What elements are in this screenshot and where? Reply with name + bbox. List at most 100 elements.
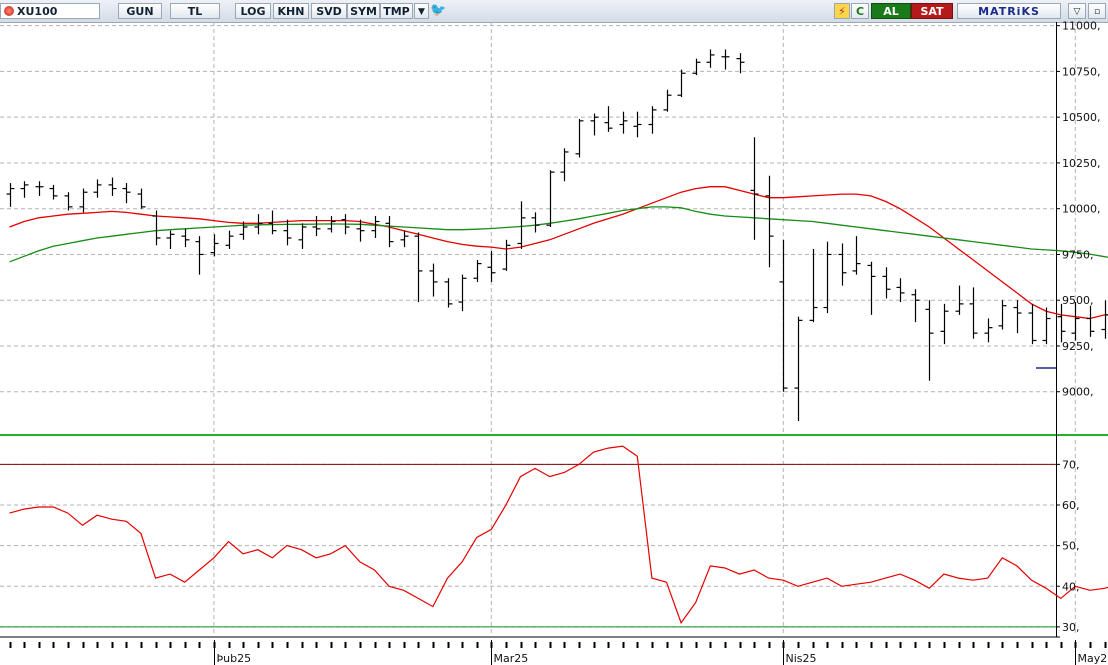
- ohlc-bar: [64, 192, 73, 211]
- moving-averages: [9, 186, 1108, 320]
- logo-icon: [4, 6, 14, 16]
- ohlc-bar: [648, 106, 657, 134]
- ohlc-bar: [341, 214, 350, 235]
- c-button[interactable]: C: [851, 3, 869, 19]
- ohlc-bar: [137, 188, 146, 209]
- indicator-tick-label: 70,: [1062, 458, 1080, 471]
- ohlc-bar: [444, 278, 453, 308]
- ohlc-bar: [268, 210, 277, 235]
- price-tick-label: 10500,: [1062, 111, 1101, 124]
- ohlc-bar: [546, 170, 555, 227]
- price-tick-label: 9750,: [1062, 248, 1094, 261]
- ohlc-bar: [736, 53, 745, 74]
- ohlc-bar: [940, 303, 949, 345]
- caret-down-icon[interactable]: ▼: [414, 3, 429, 19]
- ohlc-bar: [575, 119, 584, 158]
- ohlc-bar: [984, 318, 993, 343]
- ohlc-bar: [225, 230, 234, 249]
- ohlc-bar: [925, 300, 934, 381]
- ohlc-bar: [969, 287, 978, 339]
- restore-icon[interactable]: ▫: [1088, 3, 1106, 19]
- ohlc-bar: [633, 111, 642, 138]
- ohlc-bar: [1086, 305, 1095, 337]
- indicator-tick-label: 60,: [1062, 499, 1080, 512]
- ohlc-bar: [502, 239, 511, 271]
- price-grid: [0, 22, 1076, 432]
- ohlc-bar: [750, 137, 759, 240]
- ohlc-bar: [779, 239, 788, 392]
- ohlc-bar: [108, 177, 117, 196]
- ohlc-bar: [458, 274, 467, 312]
- ohlc-bar: [356, 219, 365, 242]
- price-tick-label: 10750,: [1062, 65, 1101, 78]
- flash-icon[interactable]: ⚡: [834, 3, 850, 19]
- ohlc-bar: [896, 278, 905, 303]
- price-tick-label: 9500,: [1062, 294, 1094, 307]
- ohlc-bar: [239, 221, 248, 240]
- indicator-series: [9, 445, 1108, 625]
- ohlc-bar: [560, 148, 569, 182]
- ohlc-bar: [1028, 303, 1037, 345]
- ohlc-bar: [327, 216, 336, 233]
- log-button[interactable]: LOG: [235, 3, 271, 19]
- ohlc-bar: [254, 214, 263, 235]
- ohlc-bar: [49, 184, 58, 200]
- ohlc-bar: [385, 216, 394, 248]
- svd-button[interactable]: SVD: [311, 3, 347, 19]
- toolbar: XU100 GUN TL LOG KHN SVD SYM TMP ▼ 🐦 ⚡ C…: [0, 0, 1108, 23]
- ohlc-bar: [298, 223, 307, 249]
- ohlc-bar: [677, 69, 686, 98]
- moving-average-slow: [9, 206, 1108, 263]
- price-bars: [6, 49, 1108, 422]
- ohlc-bar: [765, 175, 774, 268]
- ohlc-bar: [210, 234, 219, 257]
- ohlc-bar: [882, 267, 891, 299]
- price-tick-label: 9000,: [1062, 386, 1094, 399]
- ohlc-bar: [531, 212, 540, 233]
- ohlc-bar: [400, 230, 409, 248]
- indicator-tick-label: 40,: [1062, 580, 1080, 593]
- moving-average-fast: [9, 186, 1108, 320]
- sell-button[interactable]: SAT: [911, 3, 953, 19]
- ohlc-bar: [1101, 300, 1108, 339]
- symbol-label: XU100: [17, 5, 58, 18]
- ohlc-bar: [6, 183, 15, 207]
- ohlc-bar: [955, 285, 964, 315]
- ohlc-bar: [706, 49, 715, 68]
- ohlc-bar: [93, 179, 102, 198]
- ohlc-bar: [429, 263, 438, 297]
- matriks-brand: MATRiKS: [957, 3, 1061, 19]
- ohlc-bar: [998, 300, 1007, 330]
- ohlc-bar: [867, 261, 876, 315]
- gun-button[interactable]: GUN: [118, 3, 162, 19]
- time-axis: Þub25 Mar25 Nis25 May25: [9, 640, 1108, 665]
- rsi-reference-lines: [0, 463, 1056, 628]
- ohlc-bar: [181, 228, 190, 248]
- buy-button[interactable]: AL: [871, 3, 911, 19]
- tmp-button[interactable]: TMP: [380, 3, 413, 19]
- month-label: May25: [1078, 652, 1108, 665]
- ohlc-bar: [794, 316, 803, 422]
- ohlc-bar: [1042, 307, 1051, 345]
- ohlc-bar: [166, 230, 175, 249]
- indicator-tick-label: 50,: [1062, 540, 1080, 553]
- ohlc-bar: [852, 236, 861, 275]
- ohlc-bar: [590, 113, 599, 136]
- twitter-icon[interactable]: 🐦: [430, 3, 447, 18]
- ohlc-bar: [122, 183, 131, 204]
- month-label: Nis25: [786, 652, 817, 665]
- tl-button[interactable]: TL: [170, 3, 220, 19]
- ohlc-bar: [692, 58, 701, 76]
- ohlc-bar: [35, 181, 44, 196]
- ohlc-bar: [152, 210, 161, 246]
- ohlc-bar: [823, 241, 832, 314]
- sym-button[interactable]: SYM: [347, 3, 380, 19]
- khn-button[interactable]: KHN: [273, 3, 309, 19]
- indicator-tick-label: 30,: [1062, 621, 1080, 634]
- symbol-button[interactable]: XU100: [0, 3, 100, 19]
- minimize-icon[interactable]: ▽: [1068, 3, 1086, 19]
- ohlc-bar: [663, 89, 672, 112]
- value-axis-labels: 9000, 9250, 9500, 9750, 10000, 10250, 10500, 10…: [1056, 20, 1101, 634]
- ohlc-bar: [473, 259, 482, 282]
